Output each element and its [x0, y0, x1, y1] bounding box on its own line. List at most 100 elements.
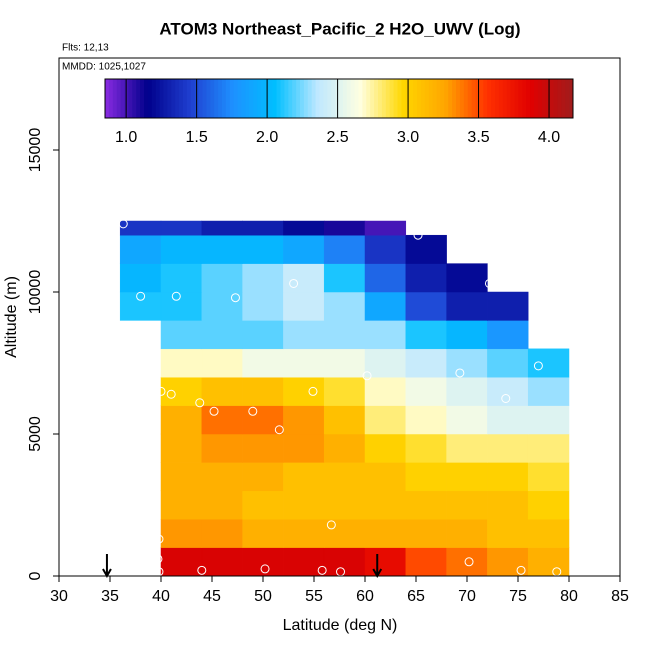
heat-cell: [323, 376, 366, 406]
colorbar-step: [183, 79, 188, 118]
colorbar-step: [190, 79, 196, 118]
heat-cell: [364, 220, 407, 236]
heat-cell: [446, 263, 488, 293]
observation-point: [153, 554, 163, 564]
heat-cell: [160, 220, 203, 236]
colorbar-step: [366, 79, 371, 118]
mmdd-label: MMDD: 1025,1027: [62, 62, 146, 73]
heat-cell: [364, 490, 407, 520]
colorbar-step: [409, 79, 414, 118]
observation-point: [274, 425, 284, 435]
colorbar-step: [108, 79, 114, 118]
heat-cell: [201, 376, 243, 406]
heat-cell: [446, 291, 488, 321]
heat-cell: [364, 433, 407, 463]
colorbar-step: [456, 79, 461, 118]
observation-point: [195, 398, 205, 408]
observation-point: [209, 406, 219, 416]
observation-point: [362, 371, 372, 381]
heat-cell: [201, 291, 243, 321]
colorbar-step: [354, 79, 359, 118]
colorbar-step: [132, 79, 137, 118]
colorbar-step: [163, 79, 168, 118]
colorbar-step: [381, 79, 387, 118]
colorbar-step: [432, 79, 437, 118]
heat-cell: [405, 433, 447, 463]
heat-cell: [323, 433, 366, 463]
colorbar-step: [475, 79, 480, 118]
observation-point: [501, 394, 511, 404]
colorbar-step: [393, 79, 398, 118]
chart-title: ATOM3 Northeast_Pacific_2 H2O_UWV (Log): [159, 19, 520, 38]
colorbar-step: [105, 79, 110, 118]
colorbar-step: [362, 79, 367, 118]
colorbar-step: [327, 79, 332, 118]
colorbar-step: [397, 79, 402, 118]
colorbar-step: [452, 79, 457, 118]
heat-cell: [446, 433, 488, 463]
heat-cell: [283, 547, 325, 577]
heat-cell: [201, 234, 243, 264]
colorbar-tick-label: 2.0: [256, 129, 278, 146]
colorbar-step: [444, 79, 449, 118]
observation-point: [166, 389, 176, 399]
observation-point: [484, 278, 494, 288]
heat-cell: [323, 490, 366, 520]
colorbar-step: [331, 79, 336, 118]
heat-cell: [283, 376, 325, 406]
heat-cell: [242, 291, 284, 321]
plot-frame: [58, 57, 621, 577]
colorbar-step: [140, 79, 145, 118]
colorbar-step: [218, 79, 223, 118]
heat-cell: [364, 348, 407, 378]
colorbar-step: [483, 79, 488, 118]
colorbar-step: [448, 79, 453, 118]
colorbar-step: [526, 79, 531, 118]
location-arrow: [102, 554, 112, 579]
heat-cell: [364, 234, 407, 264]
colorbar-step: [342, 79, 348, 118]
heat-cell: [487, 320, 529, 350]
heat-cell: [283, 320, 325, 350]
observation-point: [326, 520, 336, 530]
colorbar-step: [179, 79, 184, 118]
heat-cell: [405, 320, 447, 350]
heat-cell: [242, 433, 284, 463]
colorbar-step: [237, 79, 242, 118]
observation-point: [260, 564, 270, 574]
x-tick-label: 70: [458, 588, 476, 605]
heat-cell: [160, 320, 203, 350]
y-tick-label: 0: [27, 571, 44, 580]
observation-point: [317, 565, 327, 575]
colorbar-step: [186, 79, 192, 118]
heat-cell: [364, 291, 407, 321]
observation-point: [533, 361, 543, 371]
heat-cell: [405, 348, 447, 378]
colorbar-step: [202, 79, 207, 118]
colorbar-step: [401, 79, 406, 118]
colorbar-step: [171, 79, 176, 118]
flights: Flts: 12,13: [62, 43, 109, 54]
heat-cell: [446, 490, 488, 520]
colorbar-step: [350, 79, 356, 118]
heat-cell: [242, 234, 284, 264]
x-tick-label: 80: [560, 588, 578, 605]
colorbar-step: [424, 79, 430, 118]
heat-cell: [364, 547, 407, 577]
heat-cell: [364, 376, 407, 406]
observation-point: [455, 368, 465, 378]
colorbar-step: [120, 79, 125, 118]
heat-cell: [242, 490, 284, 520]
x-tick-label: 30: [50, 588, 68, 605]
colorbar-step: [502, 79, 508, 118]
colorbar-step: [467, 79, 473, 118]
colorbar-step: [112, 79, 118, 118]
observation-point: [171, 291, 181, 301]
heat-cell: [405, 462, 447, 492]
observation-point: [197, 565, 207, 575]
heat-cell: [323, 405, 366, 435]
colorbar-step: [323, 79, 328, 118]
x-tick-label: 50: [254, 588, 272, 605]
colorbar-step: [413, 79, 418, 118]
heat-cell: [446, 405, 488, 435]
